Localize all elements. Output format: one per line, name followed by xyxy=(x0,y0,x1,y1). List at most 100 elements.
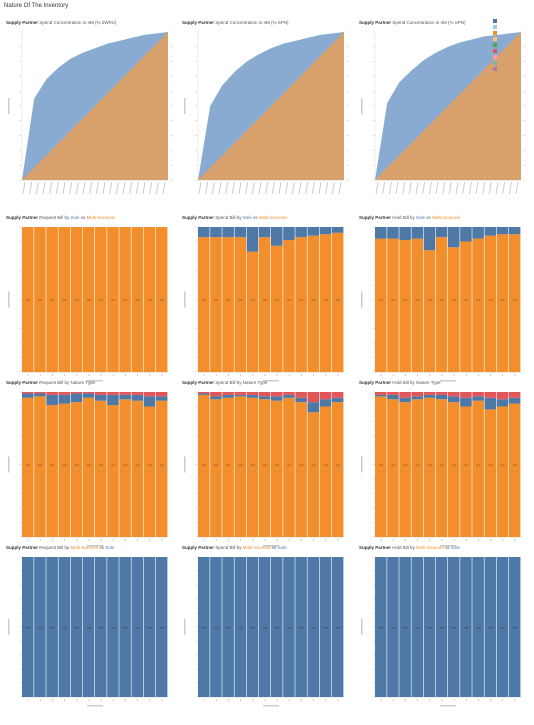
bar-segment xyxy=(472,238,484,372)
bar-segment xyxy=(435,394,448,400)
x-tick-label xyxy=(482,181,486,195)
bar-segment xyxy=(107,557,119,697)
area-equality xyxy=(22,32,168,180)
x-tick-label xyxy=(382,181,386,195)
bar-segment xyxy=(82,392,95,394)
bar-segment xyxy=(496,392,509,400)
bar-data-label xyxy=(403,464,408,466)
x-tick-label xyxy=(515,181,519,195)
bar-data-label xyxy=(323,299,328,301)
bar-segment xyxy=(283,397,295,537)
bar-data-label xyxy=(275,464,280,466)
bar-segment xyxy=(319,399,332,407)
bar-data-label xyxy=(275,627,280,629)
bar-segment xyxy=(307,402,320,413)
bar-data-label xyxy=(147,627,152,629)
bar-data-label xyxy=(299,299,304,301)
bar-segment xyxy=(319,234,332,372)
bar-segment xyxy=(246,227,259,252)
bar-segment xyxy=(95,394,107,401)
bar-data-label xyxy=(452,464,457,466)
bar-segment xyxy=(222,394,234,398)
bar-data-label xyxy=(452,299,457,301)
bar-data-label xyxy=(379,464,384,466)
bar-segment xyxy=(271,396,283,401)
bar-segment xyxy=(222,237,234,372)
bar-segment xyxy=(46,392,58,395)
chart-panel: Supply Partner Spend Concentration in 4M… xyxy=(180,20,352,208)
chart-title: Supply Partner Request Bill by Nature Ty… xyxy=(6,380,95,385)
x-tick-label xyxy=(211,181,215,195)
bar-segment xyxy=(399,397,411,403)
bar-segment xyxy=(131,394,144,401)
chart-title-accent: Sole xyxy=(450,545,460,550)
bar-segment xyxy=(399,227,411,241)
x-tick-label xyxy=(508,181,512,195)
chart-panel: Supply Partner Spend Concentration in 4M… xyxy=(4,20,176,208)
x-tick-label xyxy=(291,181,295,195)
legend-swatch xyxy=(493,25,497,29)
chart-title-text: Spend Bill by xyxy=(214,545,243,550)
chart-title: Supply Partner Spend Bill by Nature Type xyxy=(182,380,267,385)
bar-segment xyxy=(131,227,144,372)
bar-segment xyxy=(155,227,168,372)
legend-item xyxy=(493,60,531,66)
bar-data-label xyxy=(238,464,243,466)
bar-data-label xyxy=(403,299,408,301)
bar-segment xyxy=(508,557,521,697)
bar-data-label xyxy=(427,464,432,466)
bar-segment xyxy=(484,397,497,410)
x-tick-label xyxy=(218,181,222,195)
bar-data-label xyxy=(50,627,55,629)
bar-data-label xyxy=(26,464,31,466)
bar-data-label xyxy=(335,464,340,466)
bar-data-label xyxy=(38,299,43,301)
bar-segment xyxy=(46,557,58,697)
bar-segment xyxy=(319,227,332,235)
bar-data-label xyxy=(415,627,420,629)
bar-segment xyxy=(58,403,71,537)
bar-segment xyxy=(508,392,521,398)
chart-panel: Supply Partner Spend Bill by Nature Type xyxy=(180,380,352,565)
bar-data-label xyxy=(391,627,396,629)
chart-title: Supply Partner Spend Concentration in 4M… xyxy=(182,20,289,25)
x-tick-label xyxy=(89,181,93,195)
chart-svg xyxy=(8,556,168,707)
bar-segment xyxy=(460,397,472,407)
bar-segment xyxy=(283,240,295,372)
bar-segment xyxy=(472,392,484,397)
bar-segment xyxy=(283,394,295,398)
bar-segment xyxy=(411,392,424,397)
x-tick-label xyxy=(95,181,99,195)
y-axis-title xyxy=(361,456,363,473)
chart-title-sep: vs xyxy=(425,215,433,220)
bar-segment xyxy=(375,227,387,239)
bar-segment xyxy=(411,238,424,372)
y-axis-title xyxy=(8,98,10,114)
bar-segment xyxy=(119,227,131,372)
bar-segment xyxy=(411,227,424,239)
chart-title-bold: Supply Partner xyxy=(6,20,39,25)
bar-segment xyxy=(399,392,411,398)
bar-segment xyxy=(34,393,46,397)
bar-segment xyxy=(210,557,222,697)
y-axis-title xyxy=(8,291,10,308)
bar-segment xyxy=(34,227,46,372)
x-tick-label xyxy=(422,181,426,195)
bar-segment xyxy=(198,393,210,395)
x-tick-label xyxy=(162,181,166,195)
y-axis-title xyxy=(184,456,186,473)
chart-title-accent: Sole xyxy=(242,215,252,220)
bar-data-label xyxy=(135,627,140,629)
x-axis-title xyxy=(440,545,456,547)
bar-segment xyxy=(95,227,107,372)
bar-data-label xyxy=(275,299,280,301)
bar-segment xyxy=(295,557,307,697)
x-tick-label xyxy=(338,181,342,195)
bar-segment xyxy=(22,393,34,398)
bar-segment xyxy=(131,557,144,697)
bar-segment xyxy=(46,227,58,372)
chart-title-text: Spend Concentration in 4M (% SPN) xyxy=(391,20,466,25)
chart-title: Supply Partner Spend Bill by Sole vs Mul… xyxy=(182,215,287,220)
chart-title-bold: Supply Partner xyxy=(359,545,392,550)
